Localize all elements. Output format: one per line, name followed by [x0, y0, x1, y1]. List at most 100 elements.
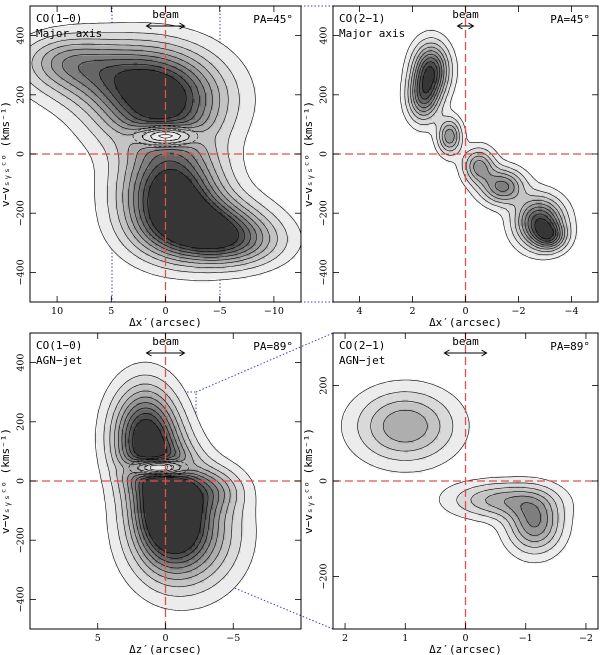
tick-marks: [30, 6, 301, 302]
y-axis-label: v−vₛᵧₛᶜᵒ (kms⁻¹): [302, 428, 315, 534]
contour-line-2: [404, 37, 572, 256]
y-tick-label: −200: [16, 200, 27, 226]
beam-arrow: [145, 22, 186, 30]
position-angle-label: PA=45°: [550, 13, 590, 26]
y-axis-label: v−vₛᵧₛᶜᵒ (kms⁻¹): [302, 101, 315, 207]
y-tick-label: 0: [16, 151, 27, 157]
contour-line-7: [416, 57, 559, 244]
y-tick-label: −400: [16, 586, 27, 612]
contour-fill: [93, 362, 256, 610]
x-tick-label: −2: [579, 633, 593, 644]
x-tick-label: −4: [564, 306, 578, 317]
x-tick-label: 4: [356, 306, 362, 317]
reference-lines: [30, 333, 301, 629]
slice-label: AGN−jet: [339, 354, 385, 367]
beam-label: beam: [452, 8, 479, 21]
contour-lines: [95, 361, 257, 611]
contour-line-6: [121, 402, 220, 569]
position-angle-label: PA=89°: [253, 340, 293, 353]
contour-line-5: [118, 396, 225, 574]
contour-line-4: [382, 409, 553, 542]
contour-level-6: [520, 502, 542, 527]
x-tick-label: −1: [519, 633, 533, 644]
y-tick-label: −400: [16, 259, 27, 285]
contour-line-6: [61, 54, 257, 258]
beam-arrow: [145, 349, 186, 357]
contour-line-4: [114, 390, 231, 580]
x-axis-label: Δz′(arcsec): [129, 643, 202, 655]
contour-line-2: [357, 391, 565, 555]
panel-top-left: 10 5 0 −5 −10 400 200 0 −200 −400 Δx′(arcsec) v−vₛᵧ…: [0, 5, 302, 329]
contour-line-3: [109, 383, 237, 588]
y-axis-label: v−vₛᵧₛᶜᵒ (kms⁻¹): [0, 101, 12, 207]
contour-line-1: [95, 361, 257, 611]
beam-label: beam: [152, 8, 179, 21]
slice-label: AGN−jet: [36, 354, 82, 367]
reference-lines: [333, 333, 598, 629]
contour-level-9: [133, 419, 205, 554]
contour-line-8: [419, 61, 557, 242]
y-tick-label: 0: [319, 151, 330, 157]
x-tick-label: 1: [402, 633, 408, 644]
y-tick-label: 200: [16, 86, 27, 104]
contour-line-1: [341, 379, 574, 564]
x-axis-label: Δz′(arcsec): [429, 643, 502, 655]
contour-line-3: [370, 400, 559, 548]
x-axis-label: Δx′(arcsec): [429, 316, 502, 329]
beam-label: beam: [452, 335, 479, 348]
y-tick-label: 200: [319, 376, 330, 394]
negative-contour: [132, 125, 199, 147]
y-axis-label: v−vₛᵧₛᶜᵒ (kms⁻¹): [0, 428, 12, 534]
x-tick-label: −2: [511, 306, 525, 317]
x-tick-label: 10: [51, 306, 63, 317]
x-tick-label: 0: [162, 633, 168, 644]
panel-bottom-right: 2 1 0 −1 −2 200 0 −200 Δz′(arcsec) v−vₛᵧₛᶜᵒ (kms⁻…: [302, 332, 599, 655]
y-tick-label: 400: [16, 354, 27, 372]
contour-level-9: [115, 69, 238, 250]
x-tick-label: 0: [462, 633, 468, 644]
contour-line-5: [50, 48, 264, 261]
y-tick-label: 400: [16, 27, 27, 45]
x-tick-label: −10: [264, 306, 284, 317]
contour-line-5: [503, 495, 548, 536]
contour-line-8: [99, 63, 246, 252]
y-tick-label: 400: [319, 27, 330, 45]
tick-marks: [30, 333, 301, 629]
contour-line-8: [128, 413, 209, 559]
position-angle-label: PA=45°: [253, 13, 293, 26]
panel-bottom-left: 5 0 −5 400 200 0 −200 −400 Δz′(arcsec) v−vₛᵧₛᶜᵒ (…: [0, 332, 302, 655]
beam-arrow: [443, 349, 488, 357]
y-tick-label: 0: [16, 478, 27, 484]
contour-line-4: [41, 43, 270, 264]
tick-marks: [333, 333, 598, 629]
contour-line-1: [399, 30, 577, 261]
x-axis-label: Δx′(arcsec): [129, 316, 202, 329]
y-tick-label: −200: [319, 563, 330, 589]
contour-line-4: [410, 46, 565, 250]
x-tick-label: 2: [409, 306, 415, 317]
line-label: CO(2−1): [339, 339, 385, 352]
contour-level-9: [422, 65, 554, 240]
position-angle-label: PA=89°: [550, 340, 590, 353]
negative-contour: [128, 458, 189, 477]
line-label: CO(1−0): [36, 339, 82, 352]
contour-fill: [341, 379, 575, 564]
reference-lines: [30, 6, 301, 302]
contour-line-6: [520, 502, 541, 528]
y-tick-label: −200: [16, 527, 27, 553]
contour-fill: [401, 29, 578, 260]
y-tick-label: 200: [16, 413, 27, 431]
x-tick-label: 0: [462, 306, 468, 317]
slice-label: Major axis: [36, 27, 102, 40]
contour-line-7: [78, 59, 251, 255]
contour-line-5: [412, 50, 563, 248]
reference-lines: [333, 6, 598, 302]
y-tick-label: 0: [319, 478, 330, 484]
x-tick-label: 5: [108, 306, 114, 317]
x-tick-label: 5: [95, 633, 101, 644]
y-tick-label: −200: [319, 200, 330, 226]
tick-marks: [333, 6, 598, 302]
contour-level-3: [407, 42, 569, 253]
slice-label: Major axis: [339, 27, 405, 40]
